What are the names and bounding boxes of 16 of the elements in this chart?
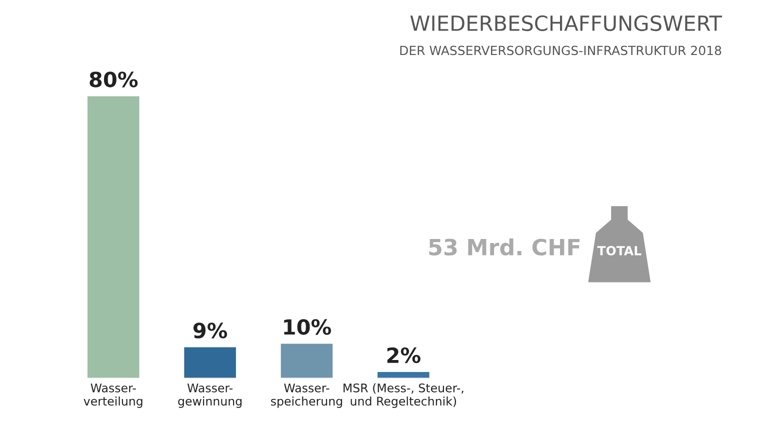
text: TOTAL — [597, 246, 642, 256]
x-tick-label: Wasser- speicherung — [271, 384, 342, 408]
x-tick-label: MSR (Mess-, Steuer-, und Regeltechnik) — [344, 383, 464, 408]
text: DER WASSERVERSORGUNGS-INFRASTRUKTUR 2018 — [400, 46, 722, 56]
data-label: 10% — [284, 319, 332, 335]
bar — [86, 94, 141, 378]
data-label: 9% — [193, 322, 228, 338]
bar — [182, 346, 238, 378]
annotation: 53 Mrd. CHF — [429, 238, 580, 256]
data-label: 2% — [387, 347, 420, 364]
data-label: 80% — [90, 72, 138, 88]
bar — [376, 370, 431, 378]
x-tick-label: Wasser- verteilung — [84, 384, 142, 408]
text: WIEDERBESCHAFFUNGSWERT — [410, 15, 722, 32]
x-tick-label: Wasser- gewinnung — [178, 384, 242, 408]
bar — [279, 342, 334, 378]
